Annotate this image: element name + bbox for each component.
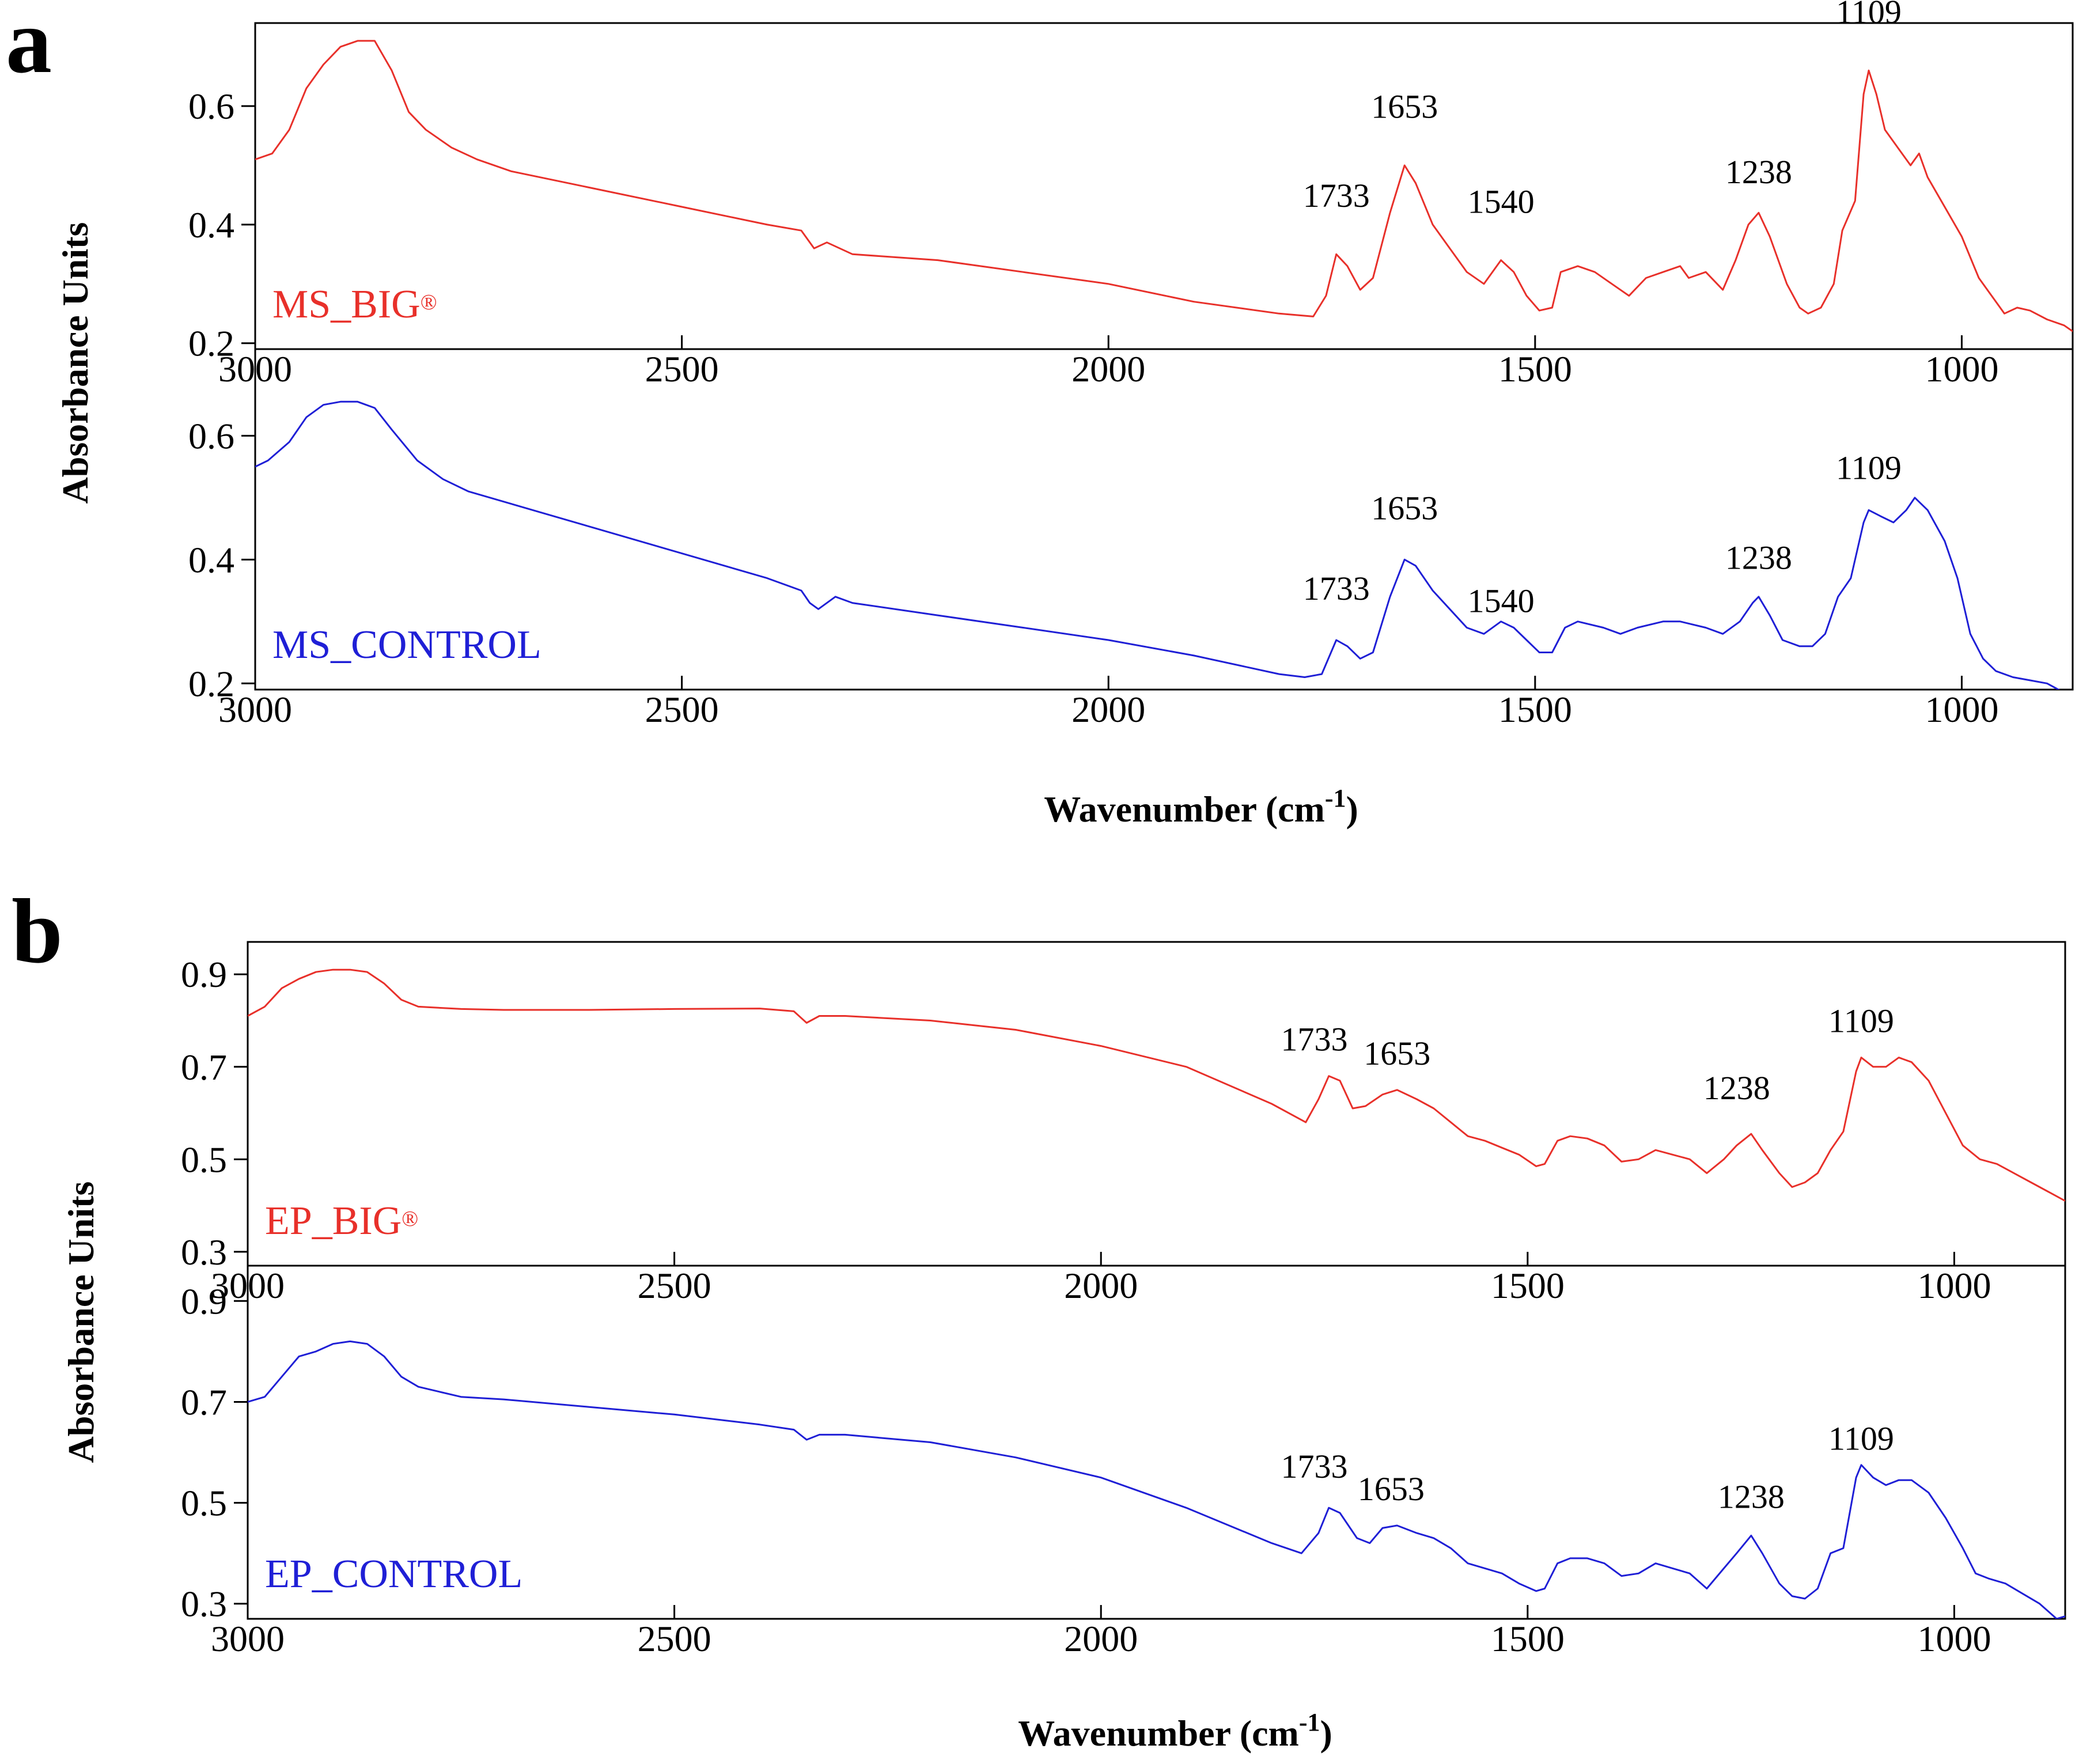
y-axis-title-a: Absorbance Units <box>55 222 96 504</box>
ms-control-y-tick-label: 0.2 <box>188 663 234 704</box>
ms-big-registered-mark: ® <box>421 290 437 315</box>
ep-control-series-label: EP_CONTROL <box>265 1552 522 1596</box>
ms-control-y-tick-label: 0.6 <box>188 415 234 456</box>
ms-control-series-name: MS_CONTROL <box>272 623 541 667</box>
x-axis-title-a-end: ) <box>1346 789 1358 830</box>
ms-control-x-tick-label: 1500 <box>1498 689 1572 730</box>
ep-control-peak-label-1653: 1653 <box>1358 1470 1425 1508</box>
ms-big-series-label: MS_BIG® <box>272 282 437 327</box>
x-axis-title-a: Wavenumber (cm-1) <box>1044 784 1358 830</box>
ep-big-spectrum-line <box>248 968 2065 1202</box>
ep-big-x-tick-label: 1000 <box>1917 1265 1991 1306</box>
ep-control-series-name: EP_CONTROL <box>265 1552 522 1596</box>
subplot-ms-control: 3000 2500 2000 1500 1000 0.6 0.4 0.2 1733 1653 154… <box>188 348 2074 730</box>
ep-big-y-tick-label: 0.7 <box>181 1047 227 1088</box>
y-axis-title-b: Absorbance Units <box>60 1182 101 1463</box>
x-axis-title-a-main: Wavenumber (cm <box>1044 789 1325 830</box>
ms-big-y-tick-label: 0.2 <box>188 323 234 364</box>
ms-control-x-tick-label: 2500 <box>645 689 719 730</box>
x-axis-title-b-main: Wavenumber (cm <box>1018 1713 1299 1754</box>
ms-control-peak-label-1109: 1109 <box>1836 449 1902 487</box>
subplot-ep-control: 3000 2500 2000 1500 1000 0.9 0.7 0.5 0.3 1733 1653… <box>181 1265 2066 1659</box>
ep-big-y-tick-label: 0.5 <box>181 1139 227 1180</box>
ms-big-x-tick-label: 1500 <box>1498 349 1572 389</box>
ep-big-peak-label-1653: 1653 <box>1364 1035 1430 1072</box>
panel-label-b: b <box>12 880 63 982</box>
ms-big-peak-label-1733: 1733 <box>1303 177 1370 214</box>
ms-big-peak-label-1540: 1540 <box>1468 183 1535 220</box>
ms-control-peak-label-1238: 1238 <box>1725 539 1792 576</box>
ms-big-x-tick-label: 2500 <box>645 349 719 389</box>
ep-big-x-tick-label: 2500 <box>638 1265 711 1306</box>
ms-control-x-tick-label: 1000 <box>1925 689 1998 730</box>
ep-control-plot-frame <box>247 1265 2066 1620</box>
ms-control-series-label: MS_CONTROL <box>272 623 541 667</box>
ms-big-plot-frame <box>254 22 2074 350</box>
ep-control-x-tick-label: 1500 <box>1491 1618 1565 1659</box>
ms-control-peak-label-1653: 1653 <box>1371 490 1438 527</box>
ep-big-series-label: EP_BIG® <box>265 1199 418 1243</box>
ms-big-series-name: MS_BIG <box>272 282 421 327</box>
ms-big-peak-label-1109: 1109 <box>1836 0 1902 31</box>
ms-big-spectrum-line <box>255 40 2073 332</box>
ep-big-x-tick-label: 2000 <box>1064 1265 1138 1306</box>
ep-control-peak-label-1238: 1238 <box>1718 1478 1785 1515</box>
ms-big-peak-label-1238: 1238 <box>1725 153 1792 191</box>
ep-control-x-tick-label: 2000 <box>1064 1618 1138 1659</box>
ms-control-spectrum-line <box>255 400 2061 690</box>
ms-control-plot-frame <box>254 348 2074 691</box>
x-axis-title-b-end: ) <box>1320 1713 1332 1754</box>
ep-big-y-tick-label: 0.9 <box>181 954 227 995</box>
ms-big-x-tick-label: 2000 <box>1071 349 1145 389</box>
ms-control-x-tick-label: 3000 <box>218 689 292 730</box>
ep-control-x-tick-label: 3000 <box>211 1618 285 1659</box>
ms-big-peak-label-1653: 1653 <box>1371 88 1438 126</box>
ep-control-y-tick-label: 0.5 <box>181 1483 227 1524</box>
ms-big-x-tick-label: 1000 <box>1925 349 1998 389</box>
ms-control-peak-label-1540: 1540 <box>1468 582 1535 620</box>
ms-control-y-tick-label: 0.4 <box>188 539 234 580</box>
ep-big-x-tick-label: 1500 <box>1491 1265 1565 1306</box>
ms-big-y-tick-label: 0.6 <box>188 86 234 127</box>
ep-control-x-tick-label: 1000 <box>1917 1618 1991 1659</box>
ep-control-spectrum-line <box>248 1340 2065 1619</box>
ms-control-peak-label-1733: 1733 <box>1303 570 1370 607</box>
x-axis-title-b-sup: -1 <box>1299 1708 1320 1736</box>
ep-big-registered-mark: ® <box>402 1207 418 1231</box>
ep-big-y-tick-label: 0.3 <box>181 1232 227 1273</box>
ms-control-x-tick-label: 2000 <box>1071 689 1145 730</box>
ep-control-x-tick-label: 2500 <box>638 1618 711 1659</box>
ep-control-y-tick-label: 0.3 <box>181 1584 227 1625</box>
x-axis-title-b: Wavenumber (cm-1) <box>1018 1708 1332 1754</box>
ms-big-y-tick-label: 0.4 <box>188 205 234 245</box>
ep-big-plot-frame <box>247 941 2066 1267</box>
subplot-ms-big: 3000 2500 2000 1500 10000.60.40.217331653154… <box>188 0 2074 389</box>
ep-big-series-name: EP_BIG <box>265 1199 402 1243</box>
ep-big-peak-label-1733: 1733 <box>1281 1021 1348 1058</box>
ep-big-peak-label-1109: 1109 <box>1828 1002 1894 1040</box>
ep-control-y-tick-label: 0.7 <box>181 1381 227 1422</box>
ep-control-peak-label-1109: 1109 <box>1828 1420 1894 1458</box>
x-axis-title-a-sup: -1 <box>1325 784 1346 812</box>
panel-label-a: a <box>6 0 52 92</box>
ep-control-y-tick-label: 0.9 <box>181 1281 227 1322</box>
ep-big-peak-label-1238: 1238 <box>1703 1069 1770 1107</box>
ep-control-peak-label-1733: 1733 <box>1281 1448 1348 1485</box>
